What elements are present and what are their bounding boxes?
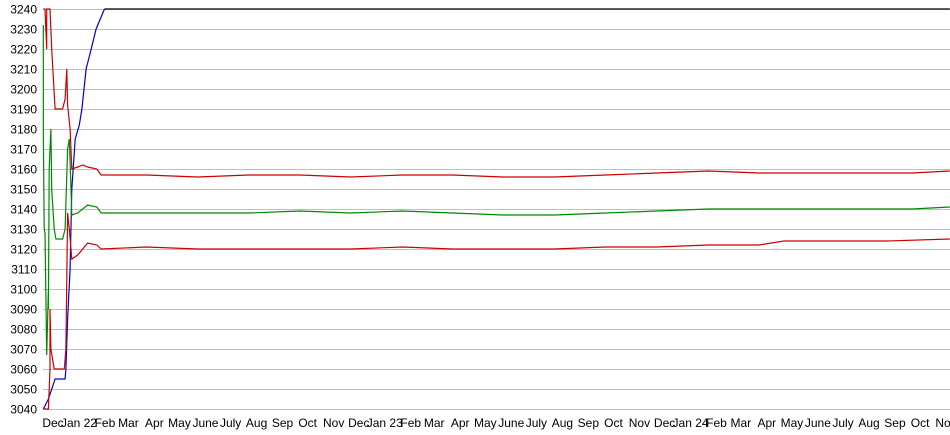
x-tick-label: Aug (246, 416, 267, 430)
y-tick-label: 3190 (10, 103, 37, 117)
x-tick-label: Dec (654, 416, 675, 430)
y-tick-label: 3150 (10, 183, 37, 197)
x-tick-label: Oct (911, 416, 930, 430)
y-tick-label: 3060 (10, 363, 37, 377)
x-tick-label: Sep (884, 416, 906, 430)
y-tick-label: 3240 (10, 3, 37, 17)
x-tick-label: July (220, 416, 241, 430)
x-tick-label: Nov (935, 416, 950, 430)
x-tick-label: Mar (118, 416, 139, 430)
y-tick-label: 3120 (10, 243, 37, 257)
x-tick-label: Oct (604, 416, 623, 430)
x-tick-label: Mar (424, 416, 445, 430)
x-tick-label: Jan 23 (367, 416, 403, 430)
x-tick-label: July (526, 416, 547, 430)
x-tick-label: Dec (42, 416, 63, 430)
x-tick-label: Sep (272, 416, 294, 430)
x-tick-label: June (192, 416, 218, 430)
y-tick-label: 3110 (11, 263, 37, 277)
x-tick-label: Apr (451, 416, 470, 430)
x-tick-label: Mar (730, 416, 751, 430)
x-tick-label: Dec (348, 416, 369, 430)
x-tick-label: Oct (298, 416, 317, 430)
series-line-2 (43, 8, 950, 178)
x-tick-label: May (474, 416, 497, 430)
y-tick-label: 3160 (10, 163, 37, 177)
x-tick-label: Sep (578, 416, 600, 430)
series-line-1 (42, 8, 106, 410)
x-tick-label: Feb (95, 416, 116, 430)
x-tick-label: Apr (145, 416, 164, 430)
y-tick-label: 3090 (10, 303, 37, 317)
x-tick-label: Jan 24 (673, 416, 709, 430)
y-tick-label: 3210 (10, 63, 37, 77)
x-tick-label: Aug (552, 416, 573, 430)
y-tick-label: 3230 (10, 23, 37, 37)
y-tick-label: 3130 (10, 223, 37, 237)
series-line-3 (42, 25, 950, 356)
y-tick-label: 3200 (10, 83, 37, 97)
y-tick-label: 3070 (10, 343, 37, 357)
x-tick-label: Nov (629, 416, 650, 430)
y-tick-label: 3050 (10, 383, 37, 397)
y-tick-label: 3040 (10, 403, 37, 417)
x-tick-label: Apr (757, 416, 776, 430)
y-tick-label: 3100 (10, 283, 37, 297)
x-tick-label: May (781, 416, 804, 430)
x-tick-label: Feb (706, 416, 727, 430)
x-tick-label: Nov (323, 416, 344, 430)
x-tick-label: June (805, 416, 831, 430)
x-tick-label: Feb (400, 416, 421, 430)
y-tick-label: 3220 (10, 43, 37, 57)
x-tick-label: Aug (858, 416, 879, 430)
y-tick-label: 3180 (10, 123, 37, 137)
x-tick-label: July (832, 416, 853, 430)
x-tick-label: May (168, 416, 191, 430)
y-tick-label: 3080 (10, 323, 37, 337)
series-line-4 (43, 212, 950, 410)
y-tick-label: 3170 (10, 143, 37, 157)
x-tick-label: June (498, 416, 524, 430)
x-tick-label: Jan 22 (61, 416, 97, 430)
y-tick-label: 3140 (10, 203, 37, 217)
